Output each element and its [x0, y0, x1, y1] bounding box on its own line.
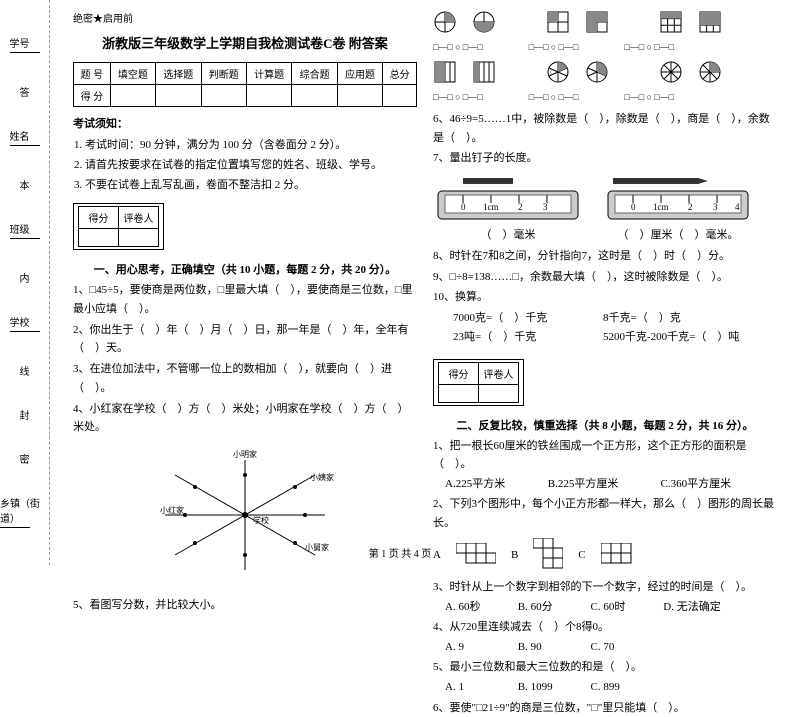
svg-text:小姨家: 小姨家: [310, 472, 334, 482]
binding-sidebar: 学号 答 姓名 本 班级 内 学校 线 封 密 乡镇（街道）: [0, 0, 50, 565]
svg-text:2: 2: [518, 202, 523, 212]
q9: 9、□÷8=138……□，余数最大填（ ），这时被除数是（ ）。: [433, 268, 777, 287]
svg-text:小红家: 小红家: [160, 505, 184, 515]
svg-text:4: 4: [735, 202, 740, 212]
score-table: 题 号填空题选择题判断题计算题综合题应用题总分 得 分: [73, 62, 417, 107]
page-footer: 第 1 页 共 4 页: [0, 545, 800, 560]
svg-text:3: 3: [543, 202, 548, 212]
sidebar-mark: 答: [20, 84, 30, 99]
exam-title: 浙教版三年级数学上学期自我检测试卷C卷 附答案: [73, 33, 417, 52]
s2q4-opts: A. 9 B. 90 C. 70: [445, 639, 777, 657]
svg-text:1cm: 1cm: [483, 202, 499, 212]
sidebar-mark: 本: [20, 177, 30, 192]
svg-text:2: 2: [688, 202, 693, 212]
sidebar-mark: 内: [20, 270, 30, 285]
svg-text:0: 0: [461, 202, 466, 212]
svg-text:1cm: 1cm: [653, 202, 669, 212]
q10-sub: 7000克=（ ）千克8千克=（ ）克 23吨=（ ）千克5200千克-200千…: [433, 309, 777, 346]
sidebar-mark: 密: [20, 451, 30, 466]
s2q5-opts: A. 1 B. 1099 C. 899: [445, 679, 777, 697]
fraction-diagrams-row2: [433, 60, 777, 84]
s2q3-opts: A. 60秒 B. 60分 C. 60时 D. 无法确定: [445, 599, 777, 617]
fraction-compare-row1: □—□ ○ □—□□—□ ○ □—□□—□ ○ □—□: [433, 42, 777, 52]
q5: 5、看图写分数，并比较大小。: [73, 596, 417, 615]
sidebar-mark: 线: [20, 363, 30, 378]
sidebar-field: 学号: [10, 35, 40, 55]
left-column: 绝密★启用前 浙教版三年级数学上学期自我检测试卷C卷 附答案 题 号填空题选择题…: [65, 10, 425, 555]
s2q4: 4、从720里连续减去（ ）个8得0。: [433, 618, 777, 637]
ruler-diagrams: 01cm23 （ ）毫米 01cm234 （ ）厘米（ ）毫米。: [433, 173, 777, 242]
s2q2: 2、下列3个图形中，每个小正方形都一样大，那么（ ）图形的周长最长。: [433, 495, 777, 532]
s2q6: 6、要使"□21÷9"的商是三位数，"□"里只能填（ ）。: [433, 699, 777, 717]
q3: 3、在进位加法中，不管哪一位上的数相加（ ），就要向（ ）进（ ）。: [73, 360, 417, 397]
q2: 2、你出生于（ ）年（ ）月（ ）日，那一年是（ ）年，全年有（ ）天。: [73, 321, 417, 358]
s2q3: 3、时针从上一个数字到相邻的下一个数字，经过的时间是（ ）。: [433, 578, 777, 597]
sidebar-mark: 封: [20, 407, 30, 422]
s2q5: 5、最小三位数和最大三位数的和是（ ）。: [433, 658, 777, 677]
section2-score-box: 得分评卷人: [433, 359, 524, 406]
sidebar-field: 乡镇（街道）: [0, 495, 49, 530]
svg-text:3: 3: [713, 202, 718, 212]
q8: 8、时针在7和8之间，分针指向7，这时是（ ）时（ ）分。: [433, 247, 777, 266]
right-column: □—□ ○ □—□□—□ ○ □—□□—□ ○ □—□ □—□ ○ □—□□—□…: [425, 10, 785, 555]
q1: 1、□45÷5，要使商是两位数，□里最大填（ ），要使商是三位数，□里最小应填（…: [73, 281, 417, 318]
s2q1: 1、把一根长60厘米的铁丝围成一个正方形，这个正方形的面积是（ ）。: [433, 437, 777, 474]
svg-text:学校: 学校: [253, 515, 269, 525]
star-diagram: 小明家 小姨家 小舅家 小红家 学校: [73, 445, 417, 588]
secret-label: 绝密★启用前: [73, 10, 417, 25]
sidebar-field: 学校: [10, 314, 40, 334]
notice-title: 考试须知：: [73, 115, 417, 131]
q10: 10、换算。: [433, 288, 777, 307]
q6: 6、46÷9=5……1中，被除数是（ ），除数是（ ），商是（ ），余数是（ ）…: [433, 110, 777, 147]
fraction-diagrams-row1: [433, 10, 777, 34]
s2q1-opts: A.225平方米 B.225平方厘米 C.360平方厘米: [445, 476, 777, 494]
sidebar-field: 班级: [10, 221, 40, 241]
section1-title: 一、用心思考，正确填空（共 10 小题，每题 2 分，共 20 分）。: [73, 261, 417, 277]
section-score-box: 得分评卷人: [73, 203, 164, 250]
q4: 4、小红家在学校（ ）方（ ）米处；小明家在学校（ ）方（ ）米处。: [73, 400, 417, 437]
svg-text:小明家: 小明家: [233, 449, 257, 459]
section2-title: 二、反复比较，慎重选择（共 8 小题，每题 2 分，共 16 分）。: [433, 417, 777, 433]
svg-text:0: 0: [631, 202, 636, 212]
fraction-compare-row2: □—□ ○ □—□□—□ ○ □—□□—□ ○ □—□: [433, 92, 777, 102]
q7: 7、量出钉子的长度。: [433, 149, 777, 168]
notice-list: 考试时间：90 分钟，满分为 100 分（含卷面分 2 分）。 请首先按要求在试…: [73, 136, 417, 195]
sidebar-field: 姓名: [10, 128, 40, 148]
